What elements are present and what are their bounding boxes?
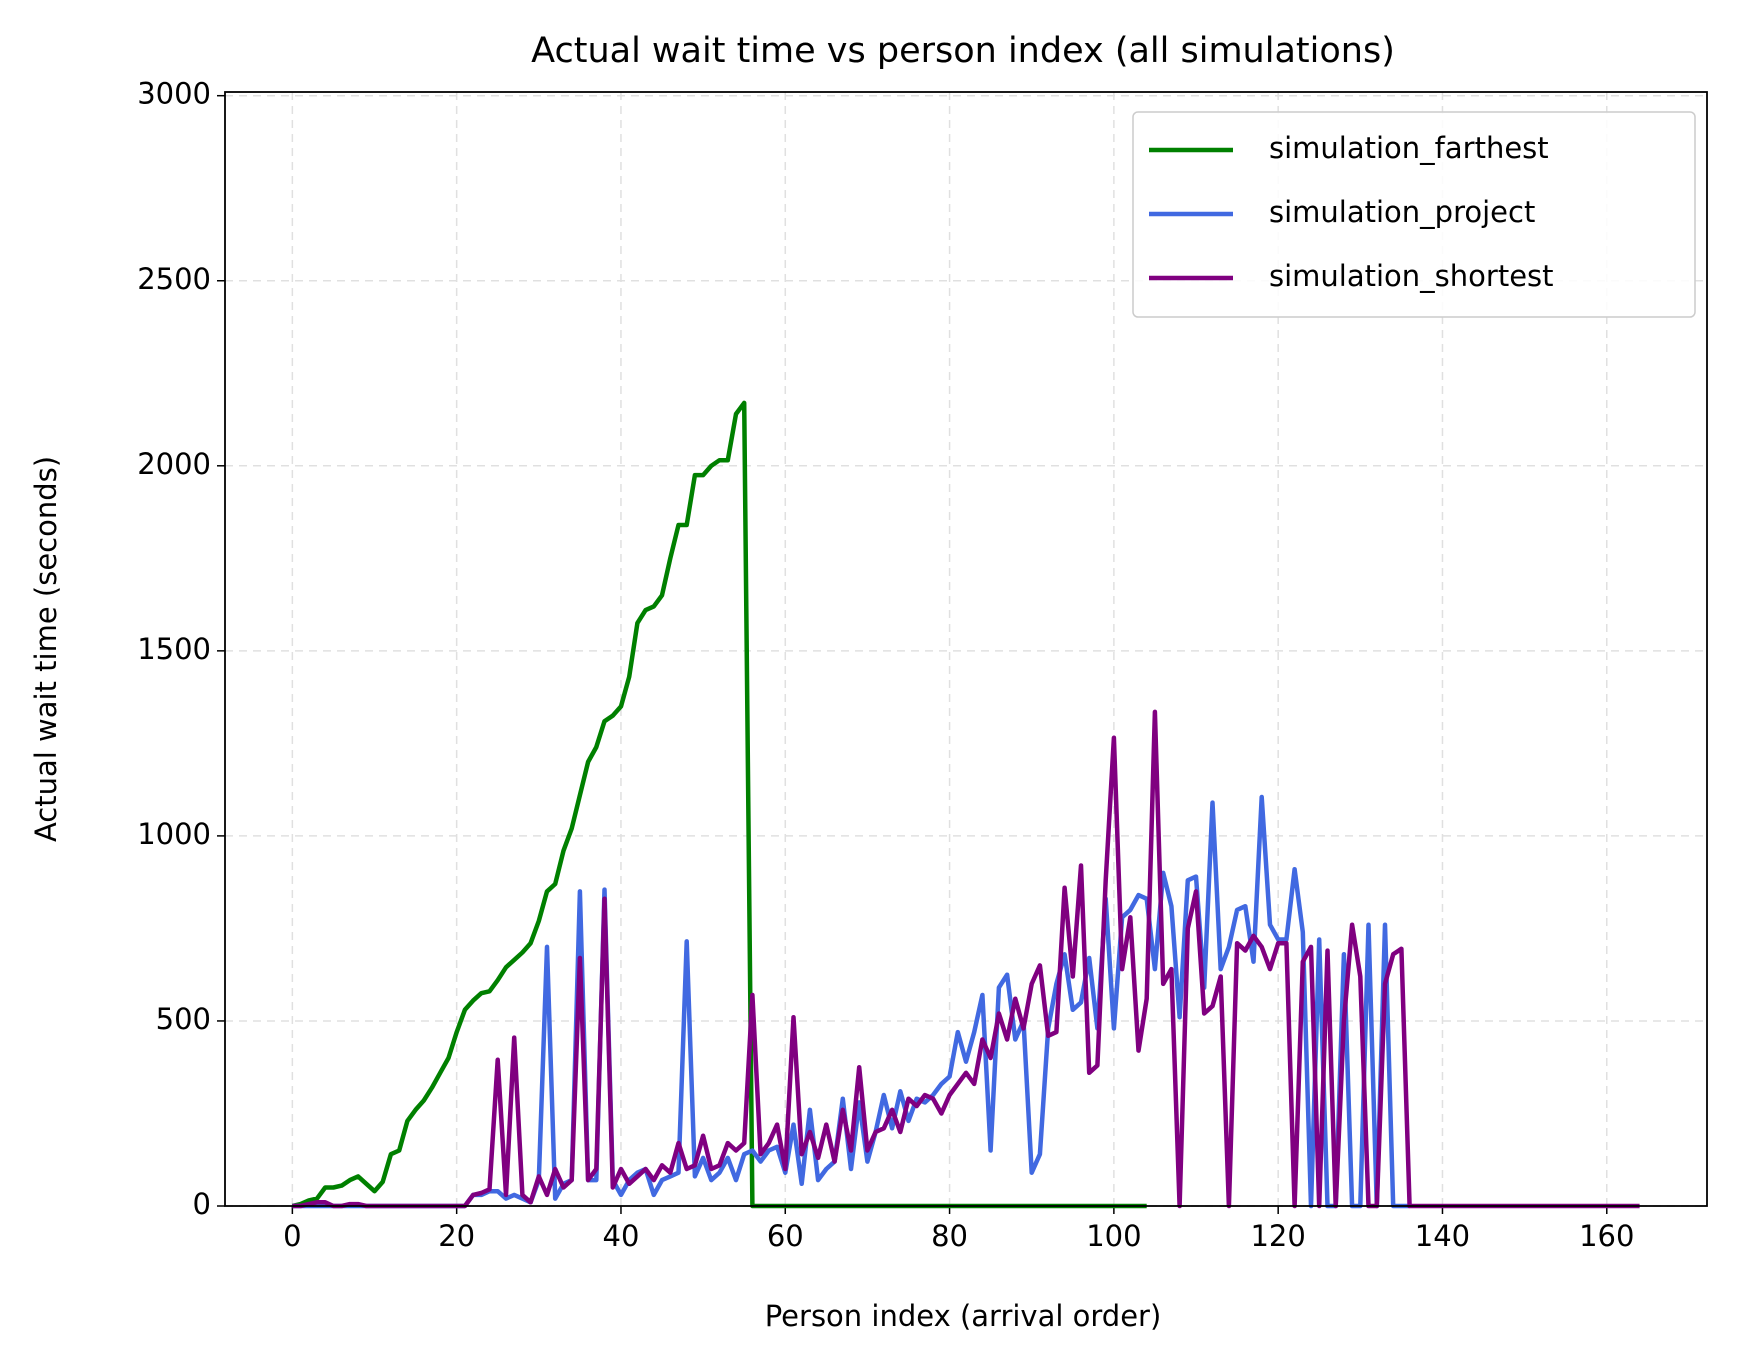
chart-title: Actual wait time vs person index (all si… [531, 31, 1395, 71]
x-tick-label: 40 [603, 1219, 640, 1253]
x-tick-label: 140 [1415, 1219, 1470, 1253]
legend-box [1132, 111, 1696, 318]
y-tick-label: 2500 [137, 262, 211, 296]
y-tick-label: 0 [193, 1187, 211, 1221]
x-axis-label: Person index (arrival order) [765, 1299, 1162, 1333]
y-tick-label: 3000 [137, 77, 211, 111]
x-tick-label: 160 [1579, 1219, 1634, 1253]
y-tick-label: 500 [156, 1002, 211, 1036]
legend-label: simulation_shortest [1269, 259, 1554, 293]
legend: simulation_farthest simulation_projectsim… [1132, 111, 1696, 318]
plot-frame [224, 91, 1708, 1207]
x-tick-label: 20 [438, 1219, 475, 1253]
y-tick-label: 1500 [137, 632, 211, 666]
legend-label: simulation_project [1269, 195, 1535, 229]
series-line [292, 709, 1640, 1209]
x-tick-label: 120 [1250, 1219, 1305, 1253]
x-tick-label: 60 [767, 1219, 804, 1253]
x-tick-label: 100 [1086, 1219, 1141, 1253]
y-tick-label: 1000 [137, 817, 211, 851]
y-axis-label: Actual wait time (seconds) [29, 456, 63, 842]
x-tick-label: 80 [931, 1219, 968, 1253]
x-tick-label: 0 [283, 1219, 301, 1253]
y-tick-label: 2000 [137, 447, 211, 481]
series-line [291, 400, 1147, 1209]
legend-label: simulation_farthest [1269, 131, 1549, 165]
